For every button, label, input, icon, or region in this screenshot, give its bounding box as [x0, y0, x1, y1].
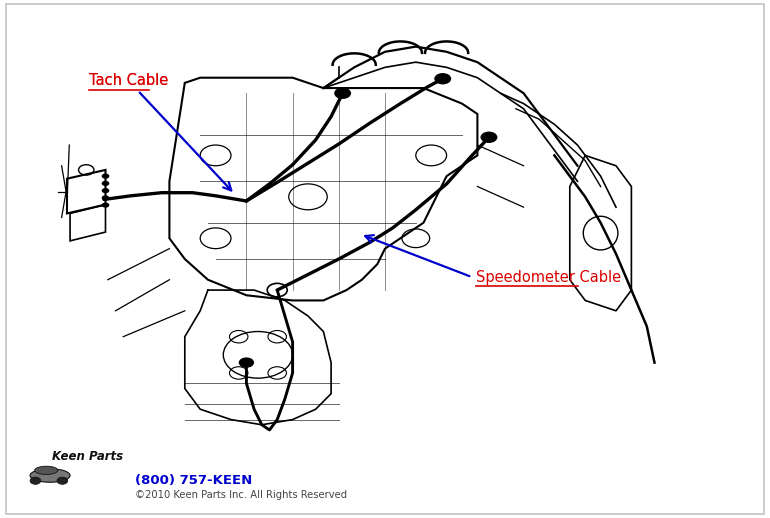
Circle shape [30, 477, 41, 484]
Circle shape [434, 73, 451, 84]
Circle shape [102, 195, 109, 200]
Text: Tach Cable: Tach Cable [89, 73, 168, 88]
Circle shape [57, 477, 68, 484]
Text: Tach Cable: Tach Cable [89, 73, 231, 191]
Circle shape [102, 181, 109, 186]
Circle shape [102, 174, 109, 179]
Circle shape [239, 357, 254, 368]
Circle shape [102, 188, 109, 193]
Circle shape [102, 203, 109, 208]
Ellipse shape [30, 469, 70, 482]
Text: ©2010 Keen Parts Inc. All Rights Reserved: ©2010 Keen Parts Inc. All Rights Reserve… [135, 490, 346, 500]
Text: (800) 757-KEEN: (800) 757-KEEN [135, 474, 252, 487]
Circle shape [334, 88, 351, 99]
Circle shape [480, 132, 497, 143]
Text: Keen Parts: Keen Parts [52, 450, 123, 464]
Ellipse shape [35, 466, 58, 474]
Text: Speedometer Cable: Speedometer Cable [476, 270, 621, 284]
